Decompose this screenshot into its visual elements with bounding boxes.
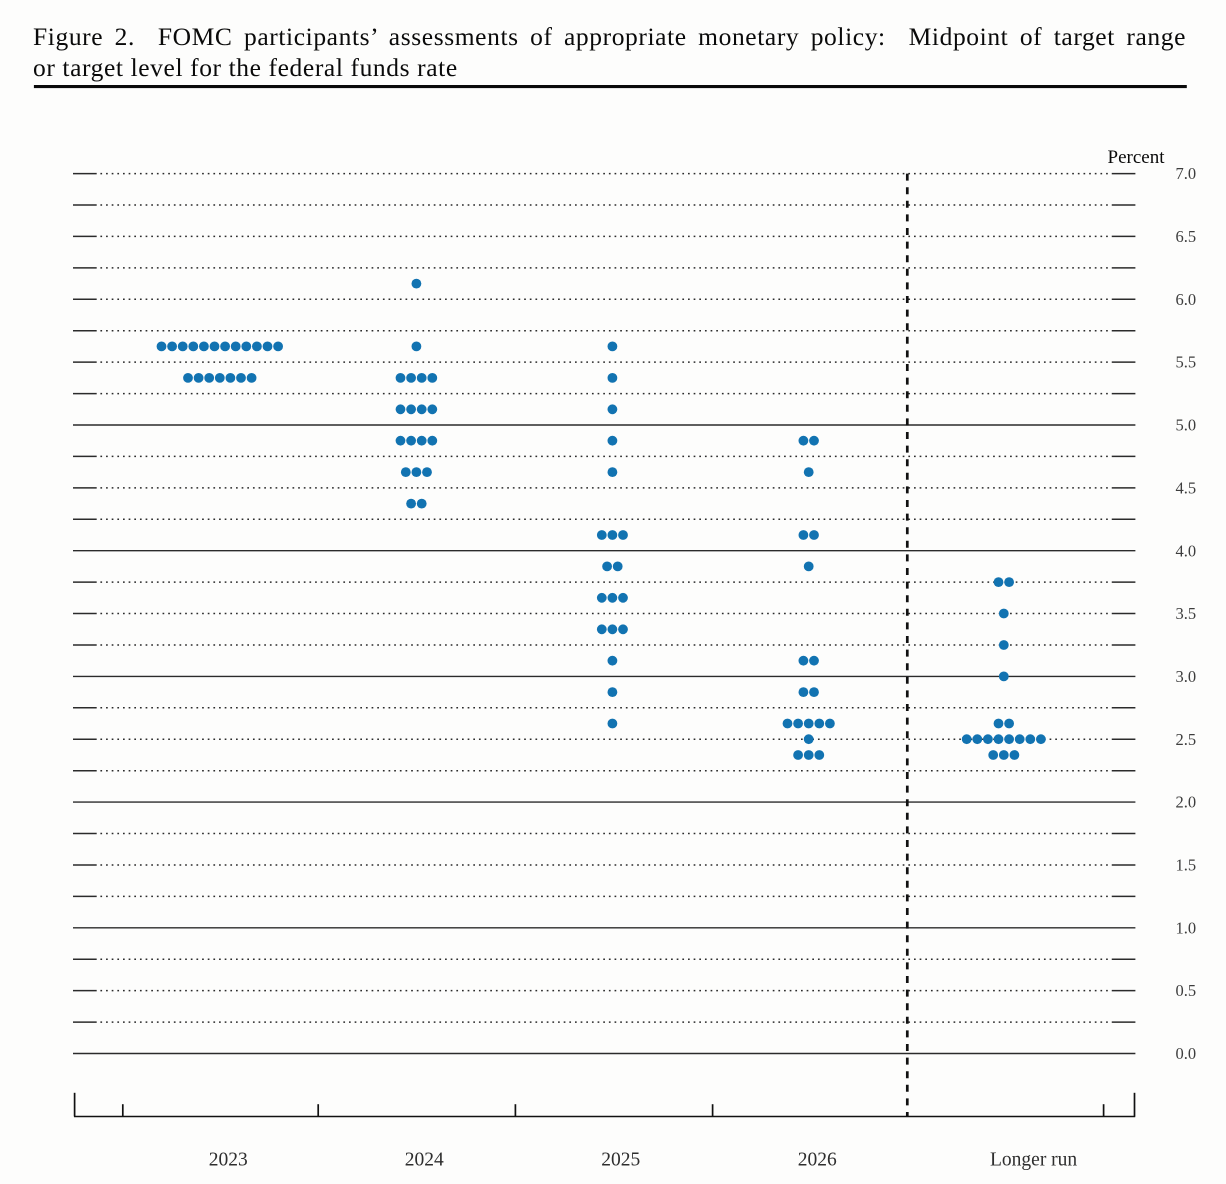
svg-text:2025: 2025 [601,1150,640,1171]
svg-text:4.0: 4.0 [1175,541,1196,560]
svg-text:7.0: 7.0 [1175,164,1196,183]
svg-text:4.5: 4.5 [1175,479,1196,498]
svg-text:0.0: 0.0 [1175,1044,1196,1063]
svg-text:2024: 2024 [405,1150,444,1171]
svg-text:6.5: 6.5 [1175,227,1196,246]
svg-text:5.5: 5.5 [1175,353,1196,372]
svg-text:5.0: 5.0 [1175,416,1196,435]
svg-text:0.5: 0.5 [1175,981,1196,1000]
svg-text:2.0: 2.0 [1175,793,1196,812]
svg-text:1.5: 1.5 [1175,856,1196,875]
svg-text:3.0: 3.0 [1175,667,1196,686]
svg-text:1.0: 1.0 [1175,918,1196,937]
svg-text:6.0: 6.0 [1175,290,1196,309]
svg-text:3.5: 3.5 [1175,604,1196,623]
svg-text:Percent: Percent [1108,147,1166,168]
svg-text:2026: 2026 [798,1150,837,1171]
svg-text:2023: 2023 [209,1150,248,1171]
svg-text:Longer run: Longer run [990,1150,1077,1171]
svg-text:2.5: 2.5 [1175,730,1196,749]
